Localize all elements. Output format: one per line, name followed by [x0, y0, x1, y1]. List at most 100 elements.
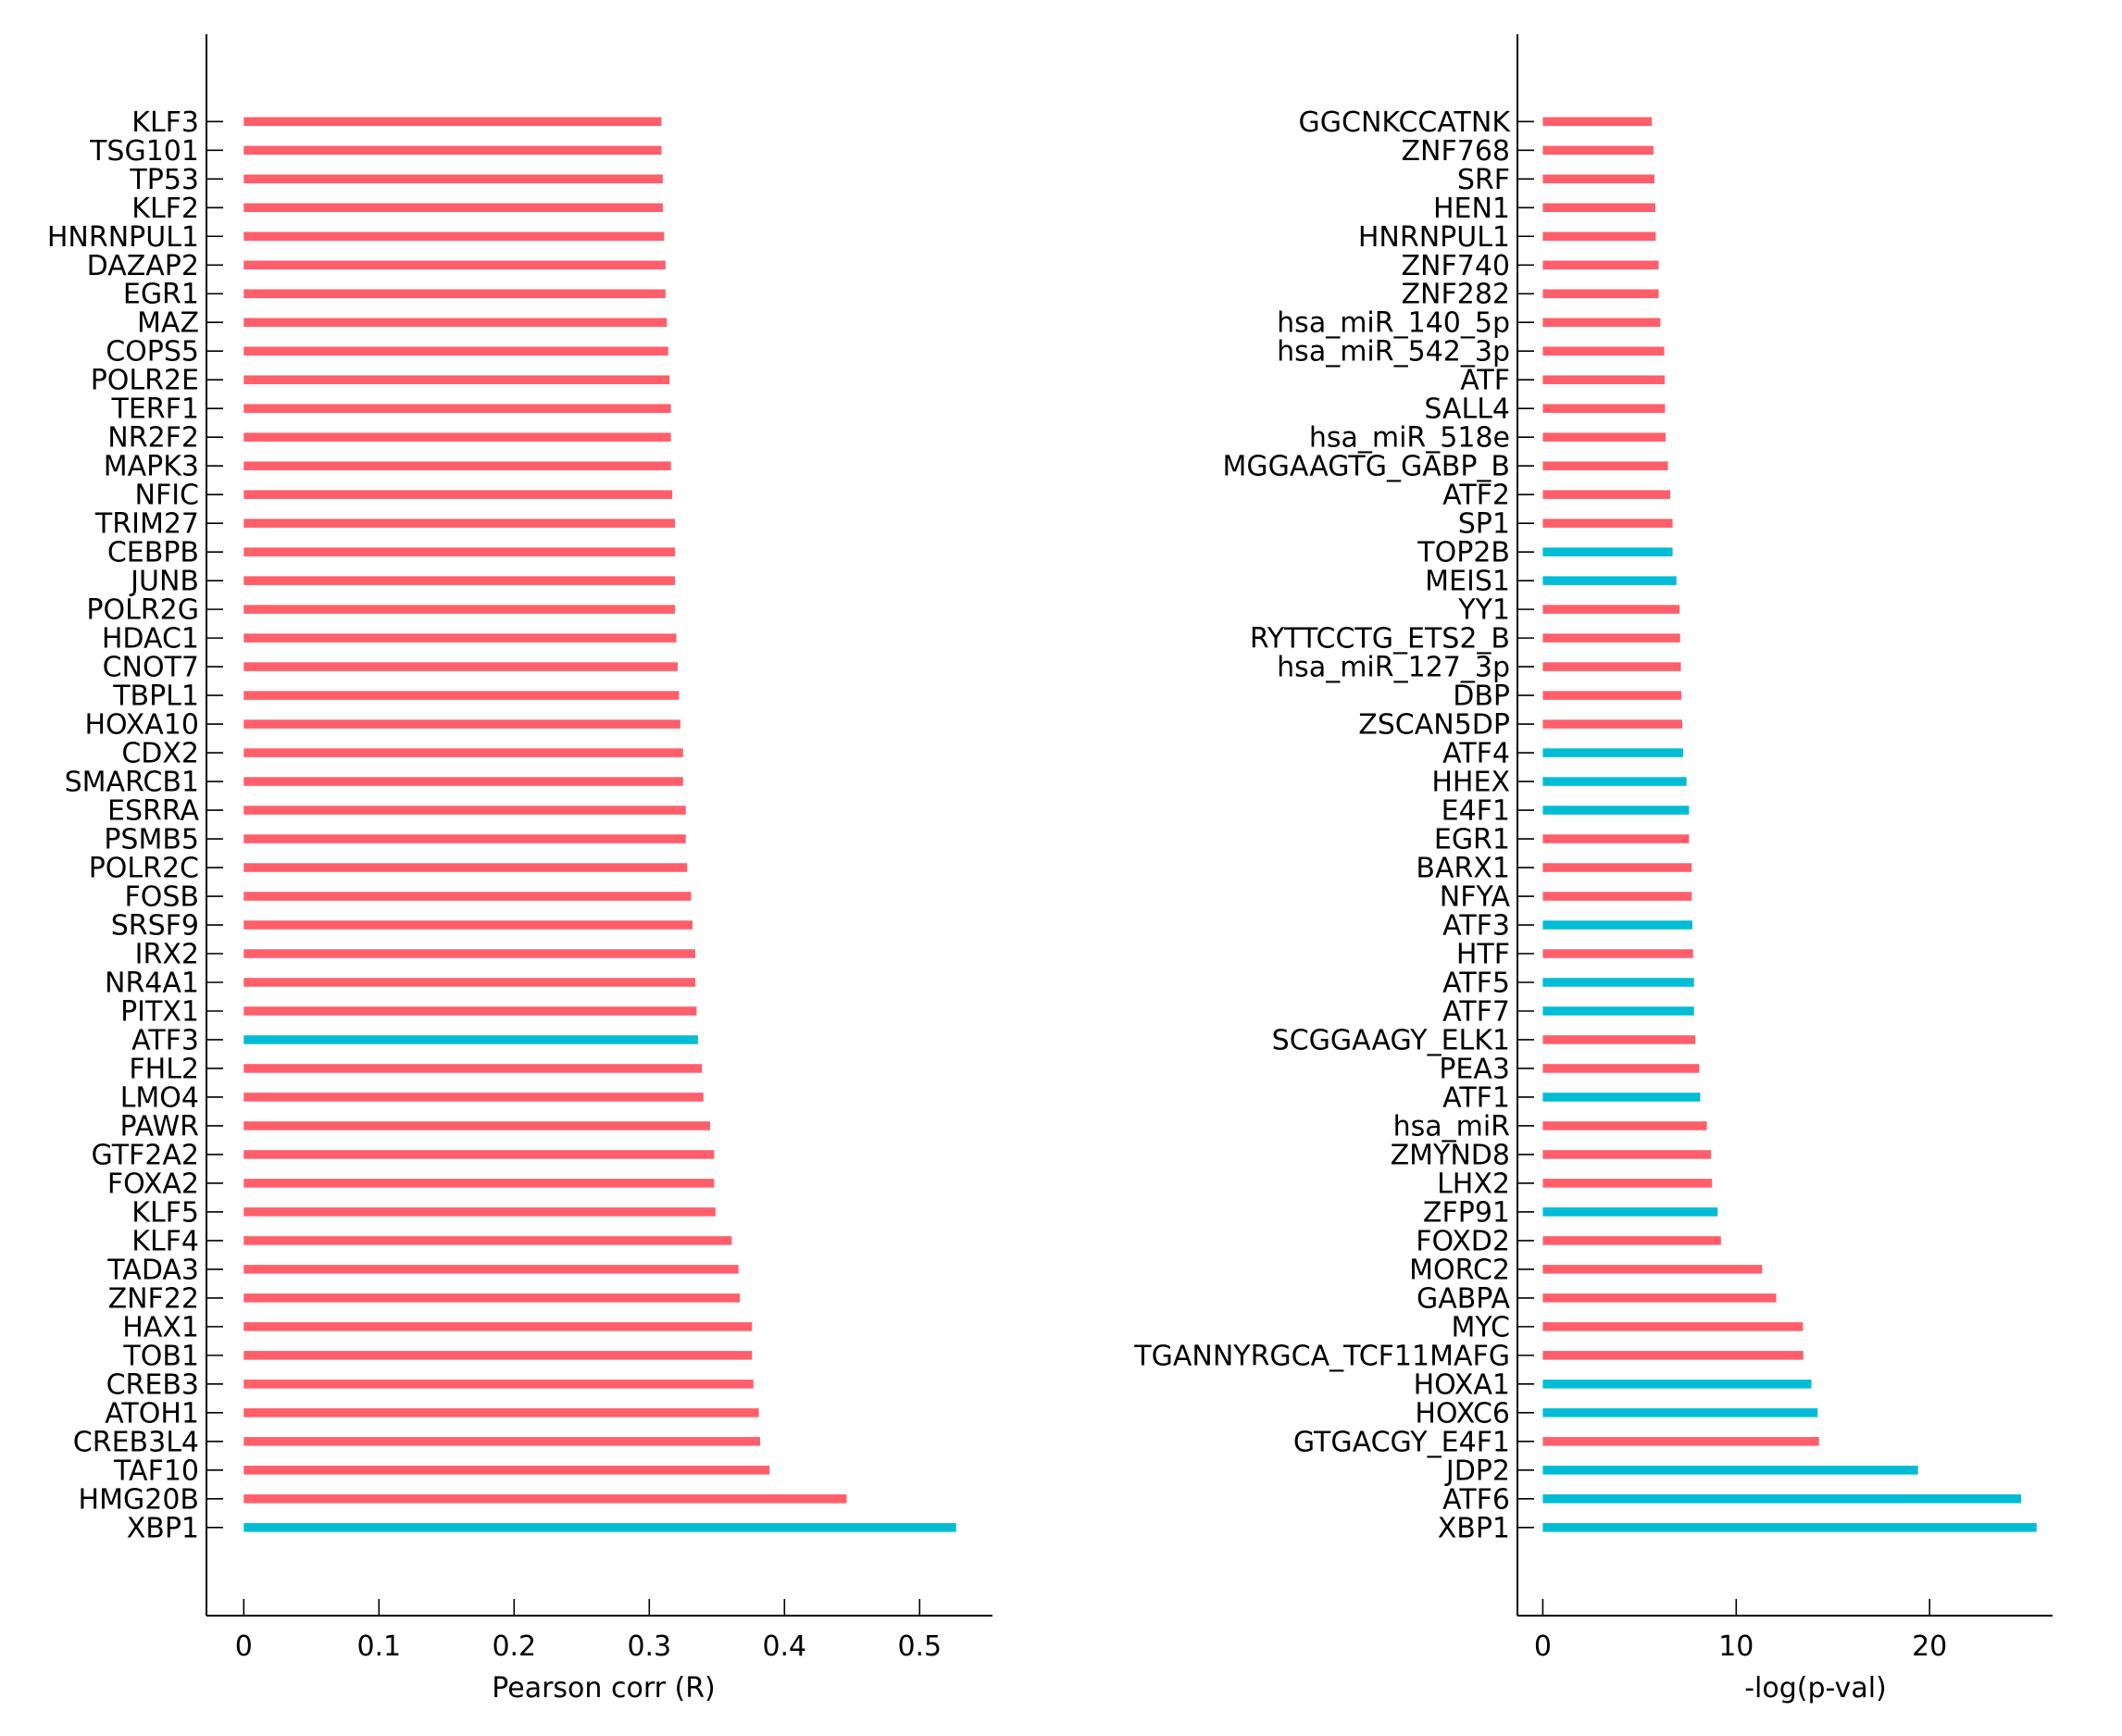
pearson-bar-POLR2C — [243, 863, 688, 872]
pearson-category-label: TBPL1 — [112, 681, 199, 713]
pearson-bar-TBPL1 — [243, 691, 680, 700]
pvalue-category-label: MORC2 — [1409, 1254, 1510, 1286]
pvalue-bar-ATF4 — [1542, 748, 1684, 757]
pearson-category-label: TADA3 — [106, 1254, 199, 1286]
pearson-category-label: POLR2E — [91, 365, 199, 397]
pvalue-category-label: PEA3 — [1439, 1053, 1510, 1085]
pvalue-category-labels: GGCNKCCATNKZNF768SRFHEN1HNRNPUL1ZNF740ZN… — [1133, 106, 1511, 1545]
pvalue-category-label: FOXD2 — [1416, 1225, 1510, 1257]
pvalue-bar-HEN1 — [1542, 203, 1655, 213]
pvalue-x-tick-label: 0 — [1534, 1630, 1552, 1663]
pearson-category-label: GTF2A2 — [92, 1139, 199, 1171]
pvalue-panel: GGCNKCCATNKZNF768SRFHEN1HNRNPUL1ZNF740ZN… — [1133, 34, 2053, 1705]
pearson-bar-NR4A1 — [243, 978, 695, 987]
pearson-bar-TAF10 — [243, 1466, 770, 1475]
pvalue-bar-ZNF740 — [1542, 260, 1659, 269]
pvalue-category-label: ZSCAN5DP — [1358, 709, 1510, 742]
pearson-bar-DAZAP2 — [243, 260, 666, 269]
pearson-bar-ZNF22 — [243, 1293, 741, 1303]
pearson-bar-CREB3 — [243, 1380, 754, 1389]
pvalue-category-label: ZNF282 — [1401, 279, 1510, 311]
pearson-bar-HMG20B — [243, 1494, 847, 1504]
pearson-bar-PAWR — [243, 1121, 710, 1130]
pvalue-bar-ATF5 — [1542, 978, 1694, 987]
pvalue-bar-BARX1 — [1542, 863, 1692, 872]
pvalue-category-label: ATF4 — [1442, 738, 1510, 770]
pvalue-bar-TGANNYRGCA_TCF11MAFG — [1542, 1351, 1804, 1360]
pearson-bar-FOSB — [243, 892, 692, 901]
pearson-bar-CDX2 — [243, 748, 683, 757]
pearson-category-label: SRSF9 — [111, 910, 199, 943]
pvalue-category-label: GTGACGY_E4F1 — [1293, 1426, 1510, 1458]
pearson-category-label: TERF1 — [111, 393, 199, 426]
pearson-category-label: NR4A1 — [105, 968, 199, 1000]
pearson-category-label: NR2F2 — [107, 422, 199, 455]
pvalue-category-label: DBP — [1453, 681, 1510, 713]
pvalue-category-label: XBP1 — [1438, 1512, 1510, 1544]
pearson-category-label: ESRRA — [107, 795, 199, 828]
pearson-bar-COPS5 — [243, 346, 668, 356]
pvalue-category-label: HOXC6 — [1415, 1397, 1510, 1430]
pearson-category-label: CREB3 — [106, 1368, 199, 1401]
pearson-bar-SRSF9 — [243, 920, 693, 930]
pvalue-category-label: hsa_miR_127_3p — [1277, 652, 1510, 684]
pearson-category-label: JUNB — [129, 566, 199, 598]
pvalue-bar-ZFP91 — [1542, 1207, 1718, 1217]
pearson-x-tick-label: 0 — [235, 1630, 253, 1663]
pvalue-bar-MEIS1 — [1542, 576, 1677, 585]
pvalue-x-tick-label: 20 — [1912, 1630, 1947, 1663]
pvalue-category-label: HTF — [1456, 939, 1510, 971]
pvalue-bar-JDP2 — [1542, 1466, 1918, 1475]
pvalue-bar-EGR1 — [1542, 834, 1690, 843]
pvalue-bar-ATF7 — [1542, 1006, 1694, 1016]
pvalue-bar-SRF — [1542, 174, 1654, 184]
pearson-bar-KLF2 — [243, 203, 663, 213]
pvalue-category-label: YY1 — [1457, 594, 1510, 627]
pvalue-bar-LHX2 — [1542, 1179, 1713, 1188]
pvalue-bar-ATF2 — [1542, 490, 1671, 499]
pearson-bar-EGR1 — [243, 289, 666, 298]
pearson-category-label: COPS5 — [106, 336, 199, 368]
pearson-bar-TP53 — [243, 174, 663, 184]
pvalue-category-label: LHX2 — [1437, 1168, 1510, 1200]
pearson-bar-ESRRA — [243, 806, 686, 815]
pvalue-category-label: GGCNKCCATNK — [1299, 106, 1512, 139]
pearson-category-label: FOSB — [125, 881, 200, 914]
pvalue-category-label: GABPA — [1417, 1282, 1511, 1315]
pearson-bar-TERF1 — [243, 404, 671, 413]
pvalue-bar-hsa_miR — [1542, 1121, 1707, 1130]
pvalue-category-label: MYC — [1451, 1311, 1510, 1343]
pvalue-bar-FOXD2 — [1542, 1236, 1721, 1245]
pearson-x-axis-title: Pearson corr (R) — [492, 1672, 716, 1705]
pvalue-category-label: ZNF768 — [1401, 135, 1510, 168]
pearson-bar-HDAC1 — [243, 633, 677, 643]
pvalue-category-label: hsa_miR_140_5p — [1277, 307, 1510, 340]
pearson-bar-TSG101 — [243, 145, 662, 156]
pearson-category-label: POLR2C — [89, 853, 199, 885]
pearson-category-labels: KLF3TSG101TP53KLF2HNRNPUL1DAZAP2EGR1MAZC… — [47, 106, 200, 1545]
pvalue-bar-ZSCAN5DP — [1542, 719, 1683, 729]
pearson-bar-TRIM27 — [243, 518, 676, 528]
pearson-category-label: LMO4 — [120, 1081, 199, 1114]
pvalue-bar-HTF — [1542, 949, 1693, 958]
pvalue-bar-ZNF282 — [1542, 289, 1659, 298]
pearson-category-label: PSMB5 — [104, 824, 199, 856]
pvalue-axes — [1517, 34, 2053, 1617]
pvalue-category-label: HNRNPUL1 — [1358, 221, 1510, 254]
pearson-x-tick-label: 0.2 — [492, 1630, 536, 1663]
pearson-category-label: CNOT7 — [103, 652, 199, 684]
pearson-category-label: FHL2 — [129, 1053, 199, 1085]
pearson-category-label: CEBPB — [107, 537, 199, 569]
pearson-category-label: SMARCB1 — [65, 767, 199, 799]
pvalue-bar-ZMYND8 — [1542, 1150, 1712, 1159]
pvalue-bar-MYC — [1542, 1322, 1804, 1331]
pvalue-bar-ATF6 — [1542, 1494, 2022, 1504]
pvalue-category-label: MEIS1 — [1425, 566, 1510, 598]
pearson-bar-KLF3 — [243, 117, 662, 127]
pearson-bar-FHL2 — [243, 1064, 703, 1073]
pvalue-bar-PEA3 — [1542, 1064, 1700, 1073]
pearson-category-label: HAX1 — [122, 1311, 199, 1343]
pearson-category-label: KLF3 — [131, 106, 199, 139]
pearson-axes — [206, 34, 992, 1617]
